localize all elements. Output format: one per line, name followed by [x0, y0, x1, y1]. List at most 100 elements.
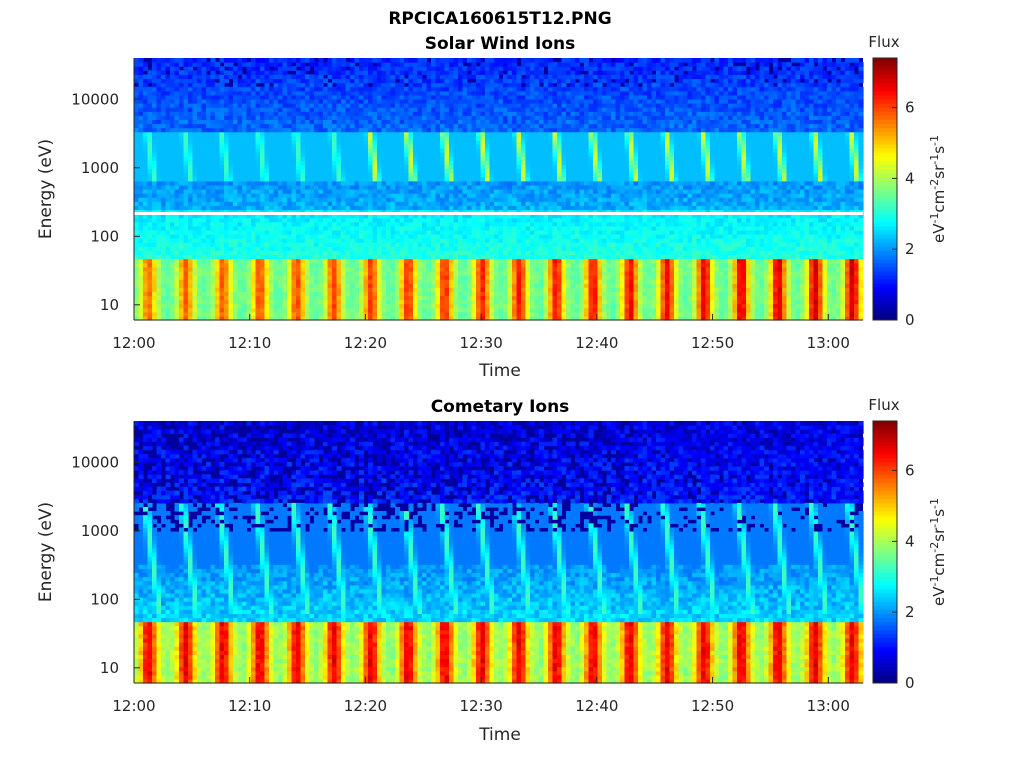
heatmap-cell [332, 160, 338, 166]
heatmap-cell [377, 229, 383, 235]
heatmap-cell [255, 238, 261, 243]
heatmap-cell [273, 143, 279, 149]
heatmap-cell [215, 86, 221, 92]
heatmap-cell [417, 291, 423, 297]
heatmap-cell [408, 143, 414, 149]
heatmap-cell [188, 160, 194, 166]
heatmap-cell [435, 86, 441, 92]
heatmap-cell [165, 74, 171, 80]
heatmap-cell [152, 221, 158, 227]
heatmap-cell [251, 250, 257, 256]
heatmap-cell [431, 262, 437, 268]
heatmap-cell [476, 258, 482, 264]
heatmap-cell [309, 287, 315, 292]
heatmap-cell [309, 225, 315, 231]
heatmap-cell [273, 107, 279, 112]
heatmap-cell [309, 119, 315, 125]
heatmap-cell [480, 303, 486, 309]
heatmap-cell [471, 246, 477, 251]
heatmap-cell [476, 115, 482, 120]
heatmap-cell [233, 115, 239, 120]
heatmap-cell [390, 213, 396, 219]
heatmap-cell [372, 107, 378, 112]
heatmap-cell [246, 193, 252, 198]
heatmap-cell [435, 270, 441, 276]
heatmap-cell [462, 172, 468, 178]
heatmap-cell [440, 115, 446, 120]
heatmap-cell [242, 229, 248, 235]
heatmap-cell [359, 205, 365, 211]
heatmap-cell [305, 148, 311, 153]
heatmap-cell [408, 139, 414, 145]
heatmap-cell [363, 156, 369, 161]
heatmap-cell [386, 172, 392, 178]
heatmap-cell [381, 287, 387, 292]
heatmap-cell [206, 225, 212, 231]
heatmap-cell [341, 250, 347, 256]
heatmap-cell [179, 90, 185, 96]
heatmap-cell [417, 270, 423, 276]
heatmap-cell [165, 209, 171, 215]
heatmap-cell [422, 180, 428, 186]
heatmap-cell [147, 315, 153, 321]
heatmap-cell [350, 193, 356, 198]
heatmap-cell [143, 213, 149, 219]
heatmap-cell [377, 70, 383, 75]
heatmap-cell [327, 94, 333, 100]
heatmap-cell [287, 94, 293, 100]
heatmap-cell [233, 156, 239, 161]
heatmap-cell [341, 98, 347, 104]
heatmap-cell [309, 139, 315, 145]
heatmap-cell [242, 258, 248, 264]
heatmap-cell [143, 135, 149, 141]
heatmap-cell [282, 250, 288, 256]
heatmap-cell [269, 254, 275, 260]
heatmap-cell [206, 229, 212, 235]
heatmap-cell [174, 303, 180, 309]
heatmap-cell [408, 127, 414, 133]
heatmap-cell [336, 274, 342, 280]
heatmap-cell [368, 160, 374, 166]
heatmap-cell [431, 229, 437, 235]
heatmap-cell [363, 234, 369, 239]
heatmap-cell [228, 225, 234, 231]
heatmap-cell [480, 274, 486, 280]
heatmap-cell [233, 58, 239, 63]
heatmap-cell [161, 66, 167, 71]
heatmap-cell [152, 279, 158, 284]
heatmap-cell [233, 250, 239, 256]
heatmap-cell [269, 111, 275, 116]
heatmap-cell [300, 172, 306, 178]
heatmap-cell [251, 123, 257, 129]
heatmap-cell [309, 58, 315, 63]
heatmap-cell [354, 295, 360, 301]
heatmap-cell [341, 221, 347, 227]
heatmap-cell [422, 135, 428, 141]
heatmap-cell [170, 262, 176, 268]
heatmap-cell [174, 82, 180, 88]
heatmap-cell [332, 176, 338, 182]
heatmap-cell [210, 164, 216, 170]
heatmap-cell [359, 189, 365, 194]
heatmap-cell [336, 164, 342, 170]
heatmap-cell [233, 70, 239, 75]
heatmap-cell [435, 107, 441, 112]
heatmap-cell [386, 279, 392, 284]
heatmap-cell [485, 164, 491, 170]
heatmap-cell [215, 266, 221, 272]
heatmap-cell [170, 115, 176, 120]
heatmap-cell [206, 209, 212, 215]
heatmap-cell [399, 270, 405, 276]
heatmap-cell [152, 58, 158, 63]
heatmap-cell [350, 180, 356, 186]
heatmap-cell [242, 209, 248, 215]
heatmap-cell [480, 180, 486, 186]
heatmap-cell [300, 201, 306, 206]
heatmap-cell [440, 107, 446, 112]
heatmap-cell [422, 258, 428, 264]
heatmap-cell [255, 197, 261, 202]
figure-title: RPCICA160615T12.PNG [388, 9, 611, 29]
heatmap-cell [134, 201, 140, 206]
heatmap-cell [314, 225, 320, 231]
heatmap-cell [426, 139, 432, 145]
